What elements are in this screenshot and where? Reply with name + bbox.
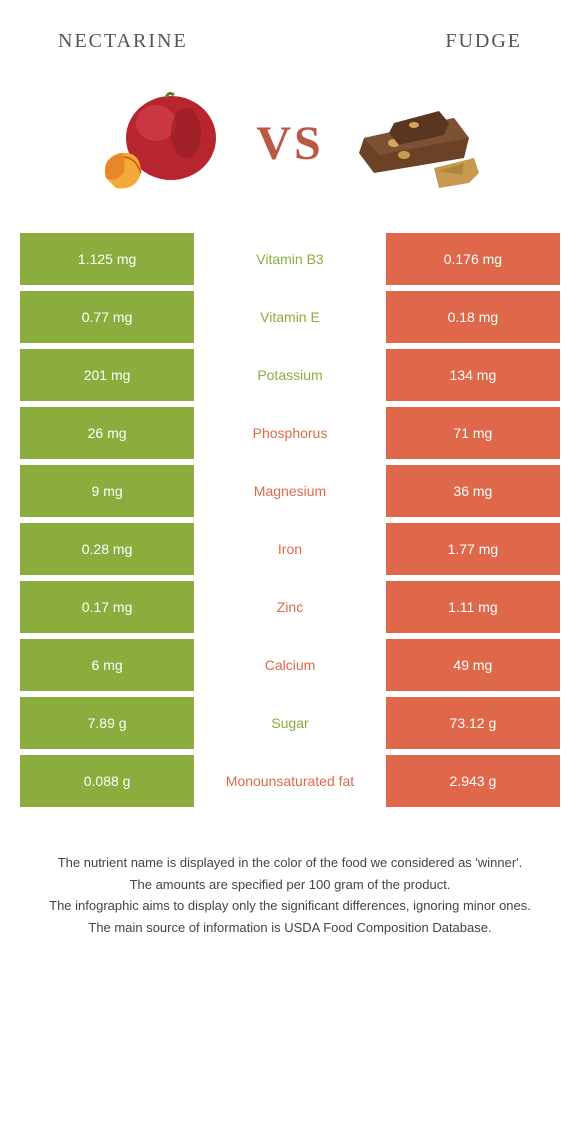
nectarine-image xyxy=(86,83,236,203)
nutrient-row: 0.088 gMonounsaturated fat2.943 g xyxy=(20,755,560,807)
nutrient-name: Magnesium xyxy=(194,465,386,517)
right-value: 1.11 mg xyxy=(386,581,560,633)
nutrient-row: 9 mgMagnesium36 mg xyxy=(20,465,560,517)
nutrient-name: Vitamin E xyxy=(194,291,386,343)
left-value: 0.77 mg xyxy=(20,291,194,343)
nutrient-row: 7.89 gSugar73.12 g xyxy=(20,697,560,749)
left-value: 9 mg xyxy=(20,465,194,517)
nutrient-name: Vitamin B3 xyxy=(194,233,386,285)
left-value: 6 mg xyxy=(20,639,194,691)
nutrient-row: 26 mgPhosphorus71 mg xyxy=(20,407,560,459)
left-food-title: NECTARINE xyxy=(58,30,188,53)
footer-line: The nutrient name is displayed in the co… xyxy=(30,853,550,873)
right-value: 1.77 mg xyxy=(386,523,560,575)
nutrient-row: 0.17 mgZinc1.11 mg xyxy=(20,581,560,633)
nutrient-row: 0.28 mgIron1.77 mg xyxy=(20,523,560,575)
header-row: NECTARINE FUDGE xyxy=(0,0,580,63)
footer-line: The infographic aims to display only the… xyxy=(30,896,550,916)
nutrient-name: Calcium xyxy=(194,639,386,691)
left-value: 0.28 mg xyxy=(20,523,194,575)
right-value: 36 mg xyxy=(386,465,560,517)
right-food-title: FUDGE xyxy=(445,30,522,53)
footer-notes: The nutrient name is displayed in the co… xyxy=(0,813,580,959)
left-value: 1.125 mg xyxy=(20,233,194,285)
vs-label: VS xyxy=(256,116,323,171)
footer-line: The main source of information is USDA F… xyxy=(30,918,550,938)
nutrient-row: 201 mgPotassium134 mg xyxy=(20,349,560,401)
nutrient-row: 0.77 mgVitamin E0.18 mg xyxy=(20,291,560,343)
left-value: 201 mg xyxy=(20,349,194,401)
left-value: 0.17 mg xyxy=(20,581,194,633)
footer-line: The amounts are specified per 100 gram o… xyxy=(30,875,550,895)
right-value: 134 mg xyxy=(386,349,560,401)
nutrient-name: Iron xyxy=(194,523,386,575)
nutrient-name: Potassium xyxy=(194,349,386,401)
nutrient-name: Phosphorus xyxy=(194,407,386,459)
nutrient-name: Monounsaturated fat xyxy=(194,755,386,807)
right-value: 71 mg xyxy=(386,407,560,459)
nutrient-name: Zinc xyxy=(194,581,386,633)
vs-section: VS xyxy=(0,63,580,233)
fudge-image xyxy=(344,83,494,203)
right-value: 73.12 g xyxy=(386,697,560,749)
nutrient-row: 6 mgCalcium49 mg xyxy=(20,639,560,691)
nutrient-name: Sugar xyxy=(194,697,386,749)
right-value: 0.18 mg xyxy=(386,291,560,343)
left-value: 26 mg xyxy=(20,407,194,459)
nutrient-table: 1.125 mgVitamin B30.176 mg 0.77 mgVitamin… xyxy=(0,233,580,807)
right-value: 49 mg xyxy=(386,639,560,691)
right-value: 2.943 g xyxy=(386,755,560,807)
left-value: 7.89 g xyxy=(20,697,194,749)
nutrient-row: 1.125 mgVitamin B30.176 mg xyxy=(20,233,560,285)
left-value: 0.088 g xyxy=(20,755,194,807)
right-value: 0.176 mg xyxy=(386,233,560,285)
